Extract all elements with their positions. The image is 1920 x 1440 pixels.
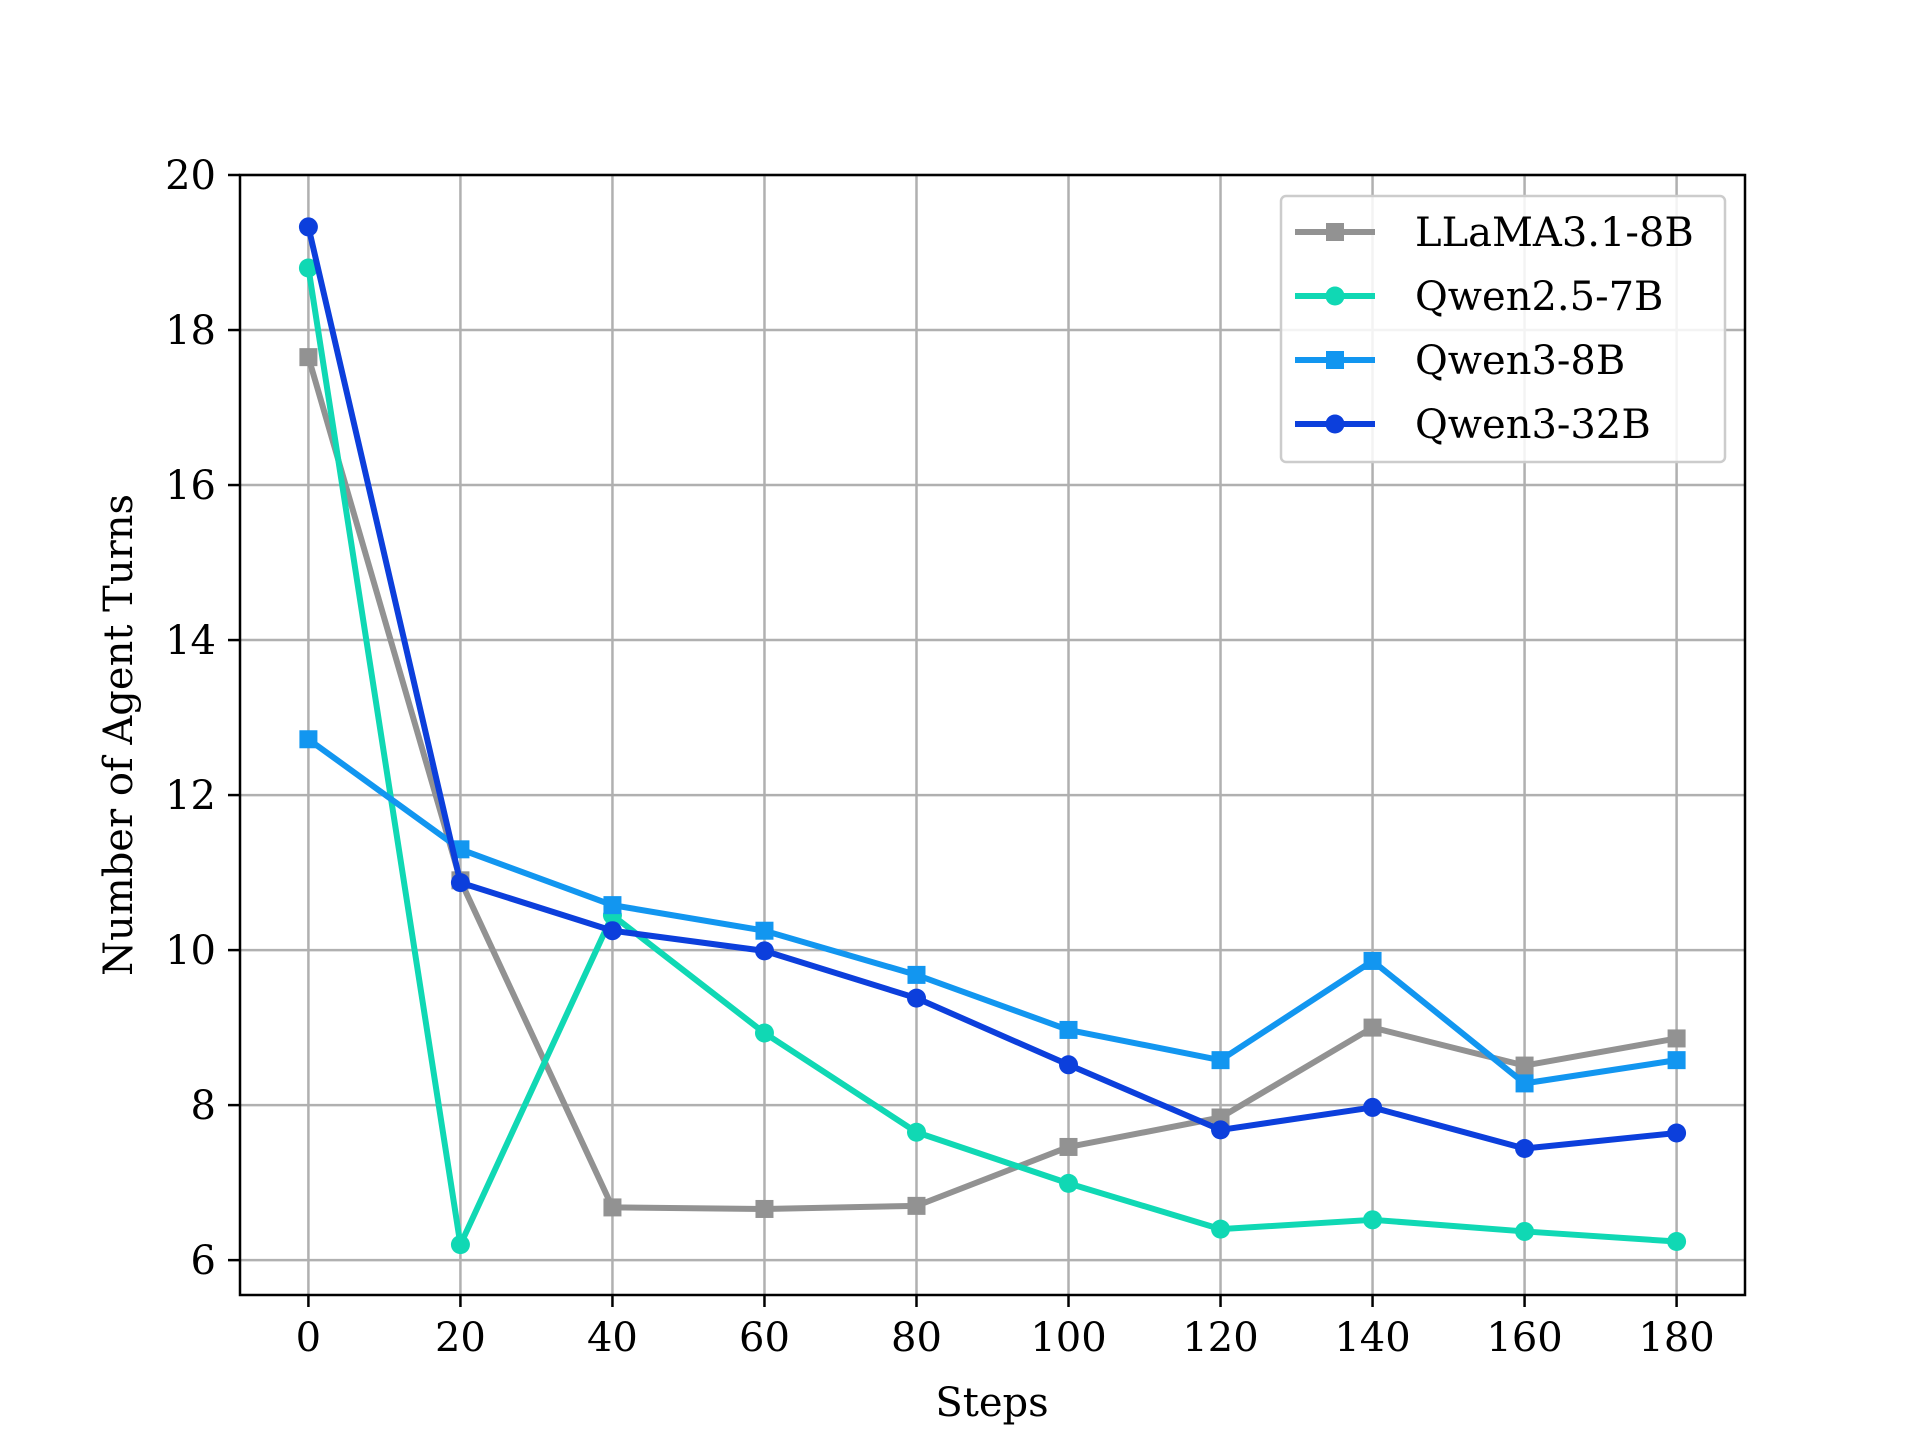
legend-swatch-marker — [1325, 414, 1345, 434]
y-tick-label: 8 — [191, 1083, 216, 1129]
y-tick-label: 10 — [165, 928, 216, 974]
legend-swatch-marker — [1326, 351, 1344, 369]
series-line — [305, 354, 1680, 1212]
legend-item: Qwen2.5-7B — [1295, 274, 1663, 320]
legend-label: Qwen3-32B — [1415, 402, 1651, 448]
y-tick-label: 20 — [165, 153, 216, 199]
data-point — [1515, 1074, 1534, 1093]
legend-swatch-marker — [1326, 223, 1344, 241]
data-point — [1667, 1232, 1687, 1252]
legend-swatch-marker — [1325, 286, 1345, 306]
series-llama3-1-8b — [299, 348, 1686, 1218]
series-qwen3-8b — [299, 730, 1686, 1093]
data-point — [1059, 1020, 1078, 1039]
data-point — [1211, 1051, 1230, 1070]
y-tick-label: 14 — [165, 618, 216, 664]
x-tick-label: 140 — [1334, 1315, 1410, 1361]
x-tick-label: 120 — [1182, 1315, 1258, 1361]
data-point — [1363, 1210, 1383, 1230]
data-point — [1211, 1120, 1231, 1140]
data-point — [1211, 1219, 1231, 1239]
data-point — [1515, 1221, 1535, 1241]
data-point — [907, 965, 926, 984]
plot-frame — [238, 173, 1747, 1297]
data-point — [298, 217, 318, 237]
data-point — [1515, 1056, 1534, 1075]
data-point — [1363, 1097, 1383, 1117]
data-point — [450, 1235, 470, 1255]
x-tick-label: 80 — [891, 1315, 942, 1361]
y-tick-label: 18 — [165, 308, 216, 354]
data-point — [1059, 1137, 1078, 1156]
data-point — [906, 1122, 926, 1142]
data-point — [754, 1023, 774, 1043]
data-point — [1363, 951, 1382, 970]
legend: LLaMA3.1-8B Qwen2.5-7B Qwen3-8B Qwen3-32B — [1279, 194, 1727, 464]
data-point — [1059, 1173, 1079, 1193]
x-tick-label: 100 — [1030, 1315, 1106, 1361]
data-point — [450, 873, 470, 893]
legend-label: Qwen2.5-7B — [1415, 274, 1663, 320]
x-tick-label: 60 — [739, 1315, 790, 1361]
data-point — [1667, 1029, 1686, 1048]
legend-item: LLaMA3.1-8B — [1295, 210, 1694, 256]
x-tick-label: 20 — [435, 1315, 486, 1361]
data-point — [755, 921, 774, 940]
data-point — [907, 1196, 926, 1215]
series-qwen3-32b — [298, 217, 1687, 1159]
series-layer — [298, 217, 1687, 1255]
data-point — [755, 1199, 774, 1218]
data-point — [906, 988, 926, 1008]
y-tick-label: 16 — [165, 463, 216, 509]
data-point — [1667, 1051, 1686, 1070]
x-axis-label: Steps — [935, 1380, 1048, 1426]
legend-item: Qwen3-8B — [1295, 338, 1625, 384]
legend-frame — [1279, 194, 1727, 464]
series-line — [305, 223, 1680, 1152]
data-point — [299, 730, 318, 749]
data-point — [1059, 1055, 1079, 1075]
legend-item: Qwen3-32B — [1295, 402, 1651, 448]
x-tick-label: 160 — [1486, 1315, 1562, 1361]
y-tick-label: 12 — [165, 773, 216, 819]
data-point — [299, 348, 318, 367]
legend-label: LLaMA3.1-8B — [1415, 210, 1694, 256]
data-point — [1667, 1123, 1687, 1143]
series-line — [305, 265, 1680, 1248]
x-tick-label: 180 — [1638, 1315, 1714, 1361]
data-point — [1363, 1018, 1382, 1037]
x-tick-label: 0 — [296, 1315, 321, 1361]
legend-label: Qwen3-8B — [1415, 338, 1625, 384]
series-line — [305, 736, 1680, 1087]
data-point — [603, 1198, 622, 1217]
y-tick-label: 6 — [191, 1238, 216, 1284]
ticks: 0 20 40 60 80 100 120 140 160 180 6 8 10 12 14 16 18 20 — [165, 153, 1715, 1361]
data-point — [754, 941, 774, 961]
data-point — [1515, 1139, 1535, 1159]
x-tick-label: 40 — [587, 1315, 638, 1361]
y-axis-label: Number of Agent Turns — [96, 494, 142, 976]
data-point — [602, 921, 622, 941]
data-point — [298, 258, 318, 278]
data-point — [603, 896, 622, 915]
